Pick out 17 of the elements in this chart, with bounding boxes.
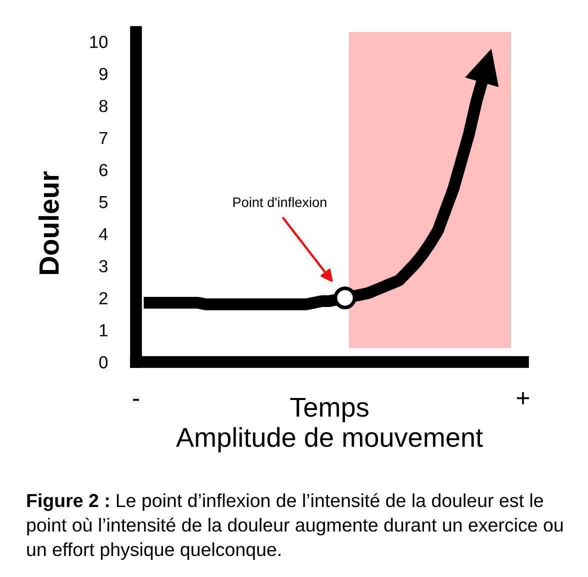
y-tick-label: 9 xyxy=(99,68,108,80)
y-tick-label: 5 xyxy=(99,196,108,208)
y-tick-label: 0 xyxy=(99,356,108,368)
y-tick-label: 2 xyxy=(99,292,108,304)
y-tick-label: 4 xyxy=(98,228,108,240)
y-tick-label: 7 xyxy=(99,132,108,144)
y-axis-title: Douleur xyxy=(38,171,59,274)
x-tick-label: + xyxy=(516,392,530,404)
annotation: Point d'inflexion xyxy=(233,197,326,208)
caption: Figure 2 : Le point d’inflexion de l’intensité de la douleur est le point où l’intensité de la douleur augmente durant un exercice ou un effort physique quelconque. xyxy=(27,493,563,560)
y-tick-label: 6 xyxy=(99,164,108,176)
y-tick-label: 3 xyxy=(99,260,108,272)
x-axis-title: Temps Amplitude de mouvement xyxy=(176,398,483,452)
y-tick-label: 1 xyxy=(100,324,108,336)
y-tick-label: 10 xyxy=(90,36,108,48)
x-tick-label: - xyxy=(132,398,140,401)
y-tick-label: 8 xyxy=(99,100,108,112)
